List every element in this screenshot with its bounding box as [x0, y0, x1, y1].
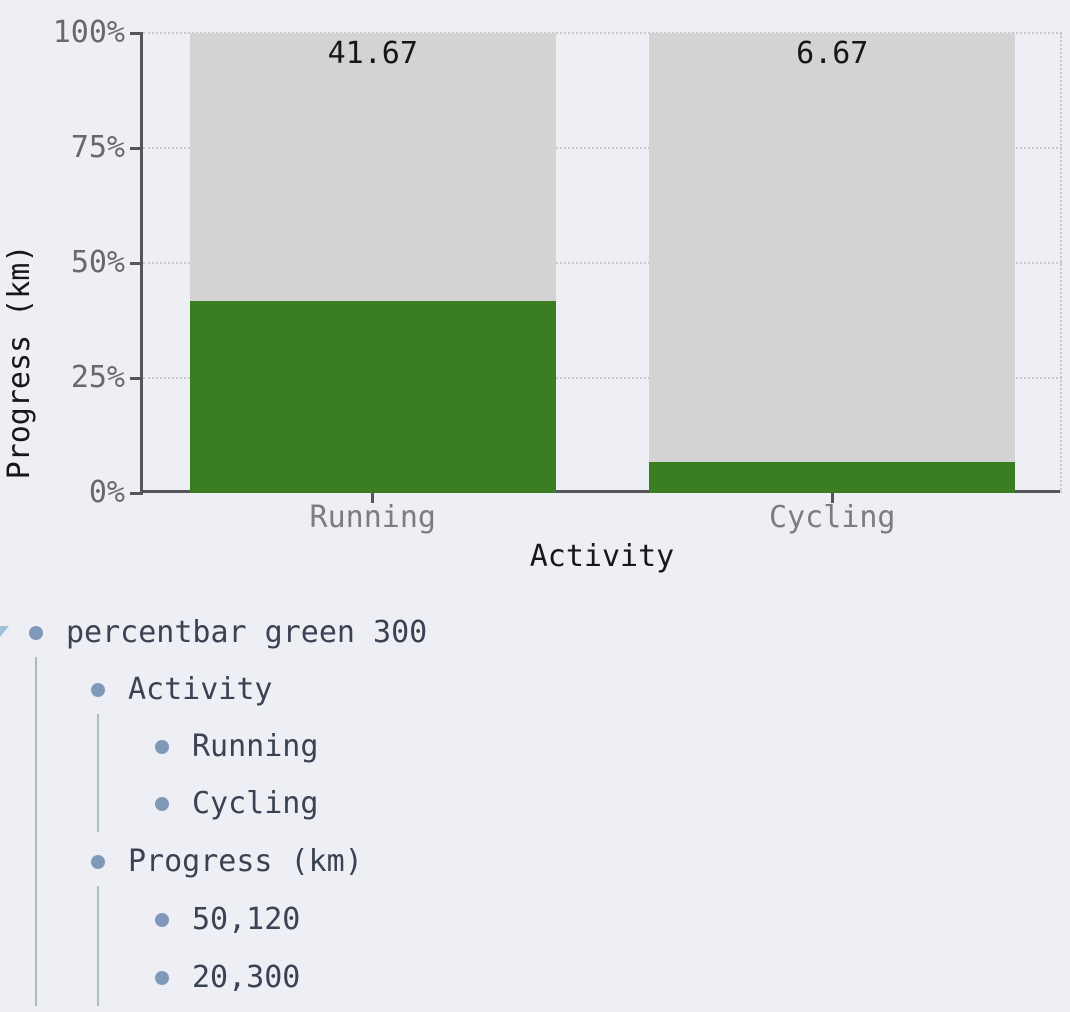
x-tick-label: Cycling [769, 500, 896, 535]
tree-item-label[interactable]: percentbar green 300 [66, 615, 428, 650]
x-tick-mark [830, 493, 834, 503]
gridline-100% [143, 32, 1062, 34]
tree-guide-line [35, 657, 37, 1006]
gridline-75% [143, 147, 1062, 149]
y-tick-mark [130, 376, 143, 380]
tree-item-label[interactable]: Progress (km) [128, 844, 363, 879]
tree-guide-line [97, 886, 99, 1006]
tree-item-label[interactable]: Activity [128, 672, 273, 707]
x-axis-line [140, 490, 1060, 493]
bar-value-label: 41.67 [327, 36, 418, 71]
x-axis-title: Activity [529, 539, 675, 574]
x-tick-mark [371, 493, 375, 503]
tree-item-label[interactable]: 50,120 [192, 902, 301, 937]
tree-guide-line [97, 714, 99, 832]
bar-remainder-running [189, 33, 556, 302]
y-tick-label: 75% [70, 130, 125, 165]
tree-bullet-icon [29, 626, 43, 640]
tree-bullet-icon [155, 797, 169, 811]
gridline-25% [143, 377, 1062, 379]
bar-value-label: 6.67 [796, 36, 869, 71]
tree-bullet-icon [91, 683, 105, 697]
x-tick-label: Running [309, 500, 436, 535]
y-axis-line [140, 33, 143, 493]
plot-right-border [1060, 33, 1062, 493]
y-tick-mark [130, 261, 143, 265]
tree-item-label[interactable]: Cycling [192, 786, 319, 821]
y-tick-label: 0% [88, 475, 125, 510]
gridline-50% [143, 262, 1062, 264]
tree-bullet-icon [155, 740, 169, 754]
y-tick-label: 100% [52, 15, 125, 50]
y-tick-mark [130, 31, 143, 35]
tree-bullet-icon [155, 913, 169, 927]
tree-item-label[interactable]: Running [192, 729, 319, 764]
y-tick-label: 50% [70, 245, 125, 280]
tree-expander-caret-icon[interactable] [0, 626, 9, 637]
tree-bullet-icon [91, 855, 105, 869]
tree-bullet-icon [155, 971, 169, 985]
bar-fill-cycling [649, 462, 1016, 493]
y-tick-mark [130, 146, 143, 150]
bar-remainder-cycling [649, 33, 1016, 463]
tree-item-label[interactable]: 20,300 [192, 960, 301, 995]
bar-fill-running [189, 301, 556, 493]
y-tick-label: 25% [70, 360, 125, 395]
y-tick-mark [130, 491, 143, 495]
